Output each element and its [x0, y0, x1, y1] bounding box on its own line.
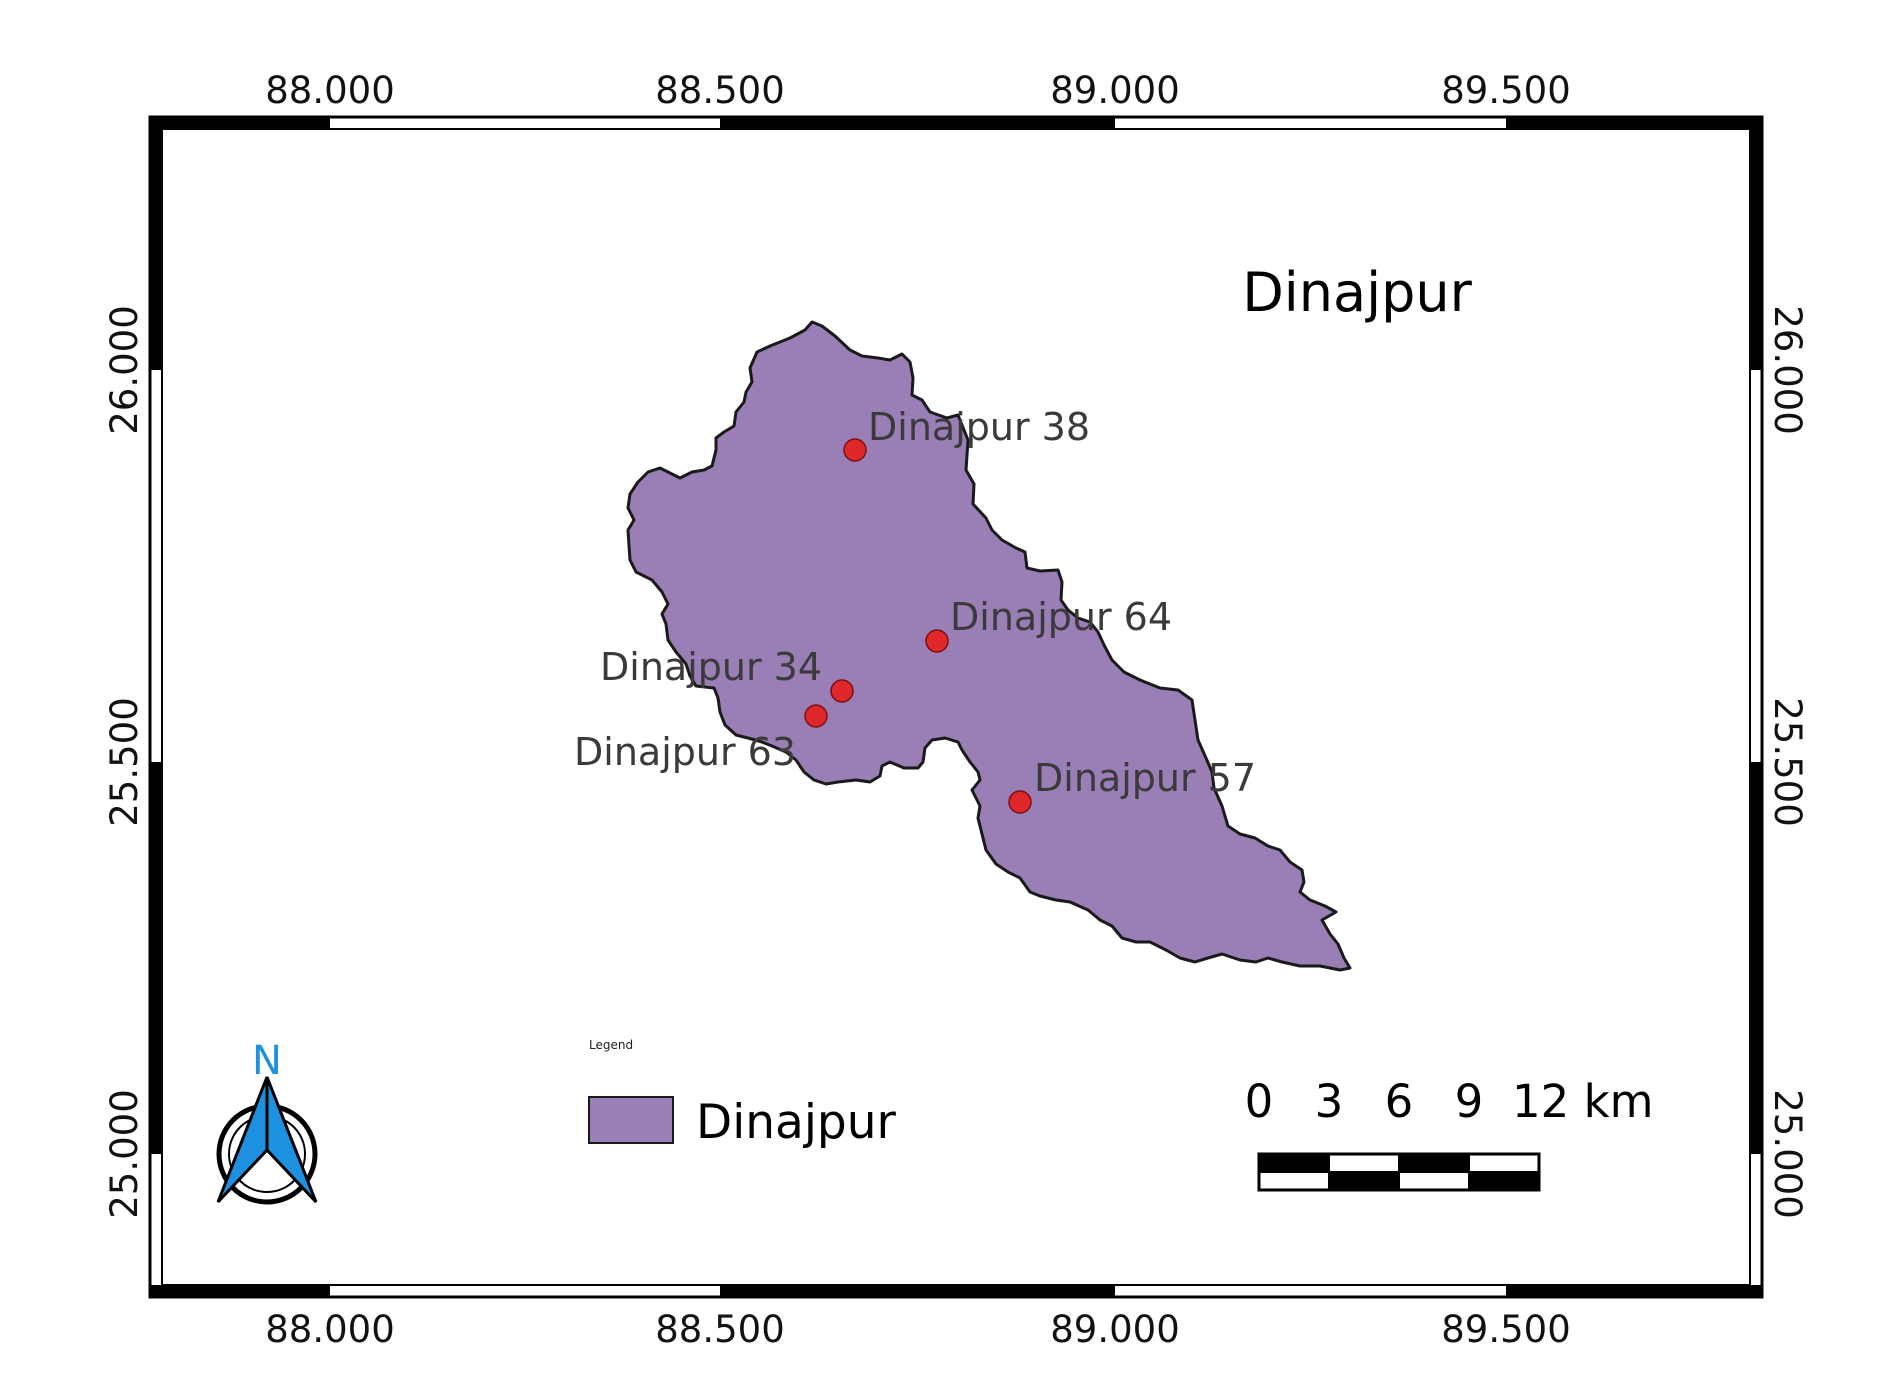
point-label: Dinajpur 64 — [950, 595, 1172, 639]
legend-title: Legend — [589, 1038, 633, 1052]
map-frame — [148, 115, 1764, 1299]
legend: Legend Dinajpur — [588, 1038, 897, 1150]
top-tick-label: 89.000 — [1050, 69, 1179, 112]
top-tick-label: 89.500 — [1441, 69, 1570, 112]
left-tick-label: 25.000 — [103, 1089, 146, 1218]
point-dinajpur-63[interactable] — [804, 704, 828, 728]
scale-label: 9 — [1455, 1075, 1484, 1128]
map-title: Dinajpur — [1242, 261, 1472, 324]
point-label: Dinajpur 38 — [868, 405, 1090, 449]
point-label: Dinajpur 57 — [1034, 756, 1256, 800]
dinajpur-region[interactable] — [626, 320, 1352, 972]
point-label: Dinajpur 63 — [574, 730, 796, 774]
scale-label: 6 — [1385, 1075, 1414, 1128]
point-dinajpur-34[interactable] — [830, 679, 854, 703]
right-tick-labels: 26.000 25.500 25.000 — [1766, 305, 1809, 1218]
legend-item-label: Dinajpur — [696, 1095, 897, 1150]
scale-label: 12 km — [1512, 1075, 1653, 1128]
north-label: N — [252, 1038, 282, 1084]
point-labels: Dinajpur 38 Dinajpur 64 Dinajpur 34 Dina… — [574, 405, 1256, 800]
bottom-tick-label: 88.500 — [655, 1308, 784, 1351]
bottom-tick-labels: 88.000 88.500 89.000 89.500 — [265, 1308, 1570, 1351]
point-dinajpur-57[interactable] — [1008, 790, 1032, 814]
bottom-tick-label: 89.500 — [1441, 1308, 1570, 1351]
bottom-tick-label: 89.000 — [1050, 1308, 1179, 1351]
left-tick-label: 26.000 — [103, 305, 146, 434]
right-tick-label: 25.500 — [1766, 697, 1809, 826]
left-tick-labels: 26.000 25.500 25.000 — [103, 305, 146, 1218]
top-tick-labels: 88.000 88.500 89.000 89.500 — [265, 69, 1570, 112]
top-tick-label: 88.500 — [655, 69, 784, 112]
sample-points — [804, 438, 1032, 814]
north-arrow-icon: N — [216, 1038, 318, 1205]
scale-label: 3 — [1315, 1075, 1344, 1128]
point-label: Dinajpur 34 — [600, 645, 822, 689]
point-dinajpur-64[interactable] — [925, 629, 949, 653]
bottom-tick-label: 88.000 — [265, 1308, 394, 1351]
right-tick-label: 26.000 — [1766, 305, 1809, 434]
scale-bar: 0 3 6 9 12 km — [1245, 1075, 1653, 1192]
right-tick-label: 25.000 — [1766, 1089, 1809, 1218]
left-tick-label: 25.500 — [103, 697, 146, 826]
point-dinajpur-38[interactable] — [843, 438, 867, 462]
top-tick-label: 88.000 — [265, 69, 394, 112]
scale-label: 0 — [1245, 1075, 1274, 1128]
legend-swatch — [588, 1096, 674, 1144]
